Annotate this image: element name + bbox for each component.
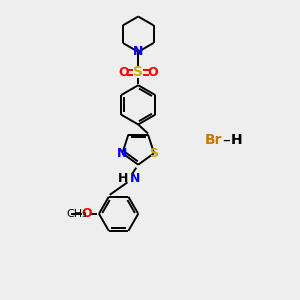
- Text: S: S: [133, 65, 143, 80]
- Text: CH₃: CH₃: [67, 209, 87, 219]
- Text: N: N: [117, 147, 128, 160]
- Text: N: N: [133, 45, 143, 58]
- Text: O: O: [81, 207, 92, 220]
- Text: O: O: [148, 66, 158, 79]
- Text: N: N: [130, 172, 141, 185]
- Text: S: S: [150, 147, 159, 160]
- Text: Br: Br: [205, 133, 223, 147]
- Text: –: –: [223, 133, 230, 148]
- Text: O: O: [118, 66, 129, 79]
- Text: H: H: [231, 133, 242, 147]
- Text: H: H: [118, 172, 128, 185]
